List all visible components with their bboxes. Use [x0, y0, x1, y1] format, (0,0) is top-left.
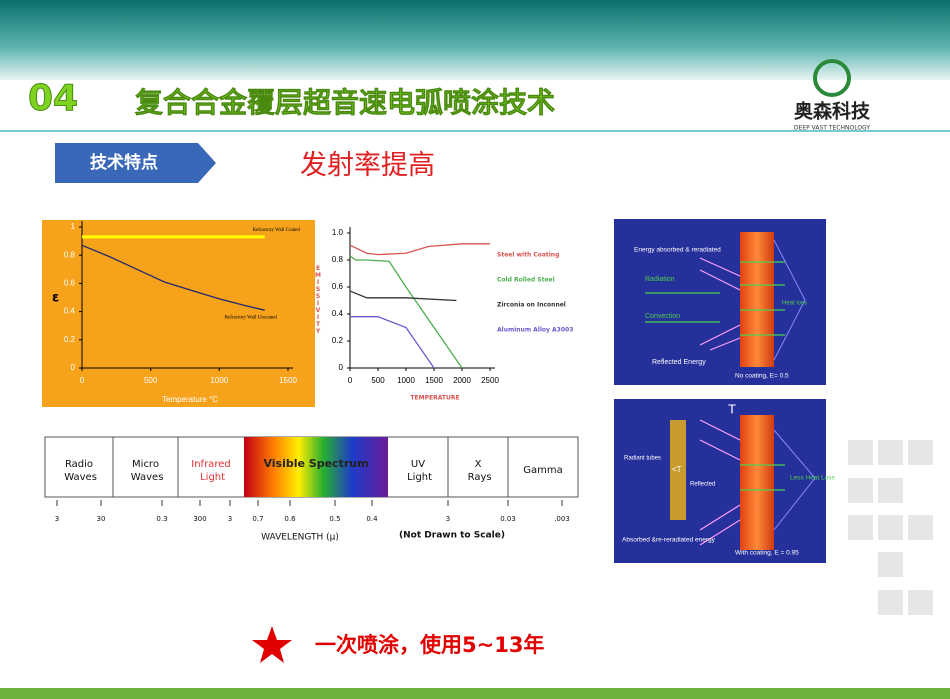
- x-tick-label: 2000: [453, 376, 471, 385]
- logo-name: 奥森科技: [794, 100, 871, 123]
- band-label: UV Light: [404, 459, 432, 483]
- y-axis-label: ε: [52, 291, 59, 306]
- x-tick-label: 1500: [425, 376, 443, 385]
- tag-shape: [55, 143, 216, 183]
- diagram-label: Radiant tubes: [624, 456, 661, 462]
- x-axis-label: Temperature °C: [162, 395, 218, 404]
- x-tick-label: 0: [348, 376, 353, 385]
- diagram-label: Heat loss: [782, 301, 807, 307]
- x-tick-label: 500: [371, 376, 385, 385]
- top-band: [0, 0, 950, 80]
- wavelength-label: .003: [554, 515, 570, 523]
- series-line: [349, 243, 490, 256]
- x-tick-label: 1000: [210, 376, 228, 385]
- series-annotation: Refractory Wall Uncoated: [225, 315, 278, 320]
- diagram-label: Absorbed &re-reradiated energy: [622, 537, 716, 544]
- subtitle: 发射率提高: [300, 150, 435, 180]
- diagram-label: Radiation: [645, 276, 675, 283]
- divider: [0, 130, 950, 132]
- y-tick-label: 0: [71, 363, 76, 372]
- diagram-label: Energy absorbed & reradiated: [634, 247, 721, 254]
- diagram-label: No coating, E= 0.5: [735, 373, 789, 380]
- legend-label: Zirconia on Inconnel: [497, 302, 566, 309]
- band-label: Gamma: [523, 465, 563, 476]
- tag: 技术特点: [90, 152, 158, 173]
- y-tick-label: 1: [71, 222, 76, 231]
- diagram-label: Reflected Energy: [652, 359, 706, 366]
- wavelength-label: 0.7: [252, 515, 263, 523]
- band-label: Radio Waves: [61, 459, 97, 483]
- wavelength-label: 0.03: [500, 515, 516, 523]
- diagram-label: <T: [672, 465, 682, 474]
- diagram-label: Reflected: [690, 482, 715, 488]
- x-tick-label: 1500: [279, 376, 297, 385]
- wavelength-label: 0.4: [366, 515, 378, 523]
- series-annotation: Refractory Wall Coated: [253, 228, 301, 233]
- y-tick-label: 0.6: [64, 279, 76, 288]
- series-line: [349, 290, 457, 302]
- wavelength-label: 30: [97, 515, 106, 523]
- logo-sub: DEEP VAST TECHNOLOGY: [794, 125, 871, 132]
- wavelength-label: 3: [446, 515, 450, 523]
- star-icon: [252, 626, 292, 663]
- section-number: 04: [28, 78, 78, 119]
- legend-label: Steel with Coating: [497, 252, 559, 259]
- band-label: Micro Waves: [128, 459, 164, 483]
- y-tick-label: 1.0: [332, 228, 344, 237]
- wavelength-label: 3: [228, 515, 232, 523]
- legend-label: Aluminum Alloy A3003: [497, 327, 573, 334]
- chart1-bg: [42, 220, 315, 407]
- diagram-label: Convection: [645, 313, 680, 320]
- legend-label: Cold Rolled Steel: [497, 277, 555, 284]
- x-axis-label: TEMPERATURE: [410, 395, 459, 402]
- slide-title: 复合合金覆层超音速电弧喷涂技术: [135, 86, 555, 119]
- y-tick-label: 0.4: [332, 309, 344, 318]
- y-tick-label: 0.8: [332, 255, 344, 264]
- wavelength-label: 0.6: [284, 515, 296, 523]
- y-tick-label: 0.6: [332, 282, 344, 291]
- band-label: X Rays: [464, 459, 491, 483]
- wavelength-label: 0.5: [329, 515, 340, 523]
- diagram-coated: [614, 399, 826, 563]
- y-tick-label: 0.2: [64, 335, 76, 344]
- band-label: Infrared Light: [191, 459, 230, 483]
- wavelength-label: 300: [193, 515, 206, 523]
- y-tick-label: 0.8: [64, 250, 76, 259]
- y-tick-label: 0.4: [64, 307, 76, 316]
- y-tick-label: 0: [339, 363, 344, 372]
- diagram-label: Less Heat Loss: [790, 475, 836, 482]
- x-tick-label: 500: [144, 376, 158, 385]
- scale-note: (Not Drawn to Scale): [399, 531, 505, 541]
- decor: [848, 440, 933, 615]
- y-tick-label: 0.2: [332, 336, 344, 345]
- spectrum: Radio Waves Micro Waves Infrared Light Visi…: [44, 436, 579, 543]
- x-tick-label: 1000: [397, 376, 415, 385]
- wavelength-axis-label: WAVELENGTH (µ): [261, 533, 339, 543]
- band-label: Visible Spectrum: [263, 457, 368, 470]
- diagram-label: T: [728, 401, 736, 416]
- logo-mark: [813, 59, 851, 97]
- wavelength-label: 3: [55, 515, 59, 523]
- wavelength-label: 0.3: [156, 515, 167, 523]
- diagram-label: With coating, E = 0.95: [735, 550, 799, 557]
- footer: 一次喷涂，使用5~13年: [315, 633, 544, 657]
- bottom-band: [0, 688, 950, 699]
- series-line: [349, 255, 463, 369]
- diagram-uncoated: [614, 219, 826, 385]
- series-line: [350, 316, 435, 369]
- x-tick-label: 0: [80, 376, 85, 385]
- x-tick-label: 2500: [481, 376, 499, 385]
- y-axis-label: EMISSIVITY: [314, 265, 321, 335]
- series-line: [81, 244, 265, 311]
